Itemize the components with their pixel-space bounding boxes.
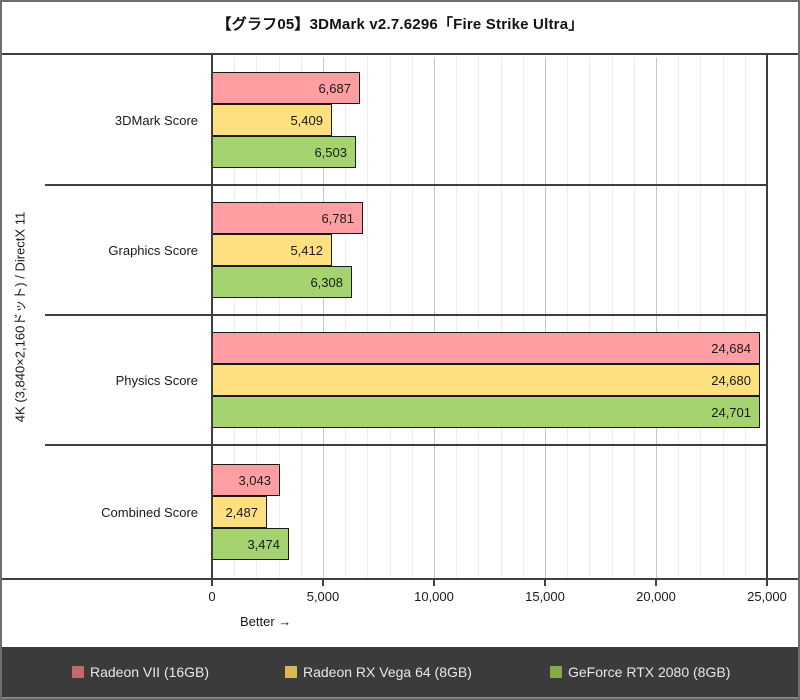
axis-tick xyxy=(322,579,324,586)
x-axis-line xyxy=(2,578,798,580)
bar-value-label: 6,781 xyxy=(321,210,354,226)
gridline-minor xyxy=(345,57,347,579)
bar-radeon-rx-vega-64-8gb-: 5,412 xyxy=(212,234,332,266)
gridline-minor xyxy=(367,57,369,579)
legend-label: GeForce RTX 2080 (8GB) xyxy=(568,664,731,680)
legend: Radeon VII (16GB) Radeon RX Vega 64 (8GB)… xyxy=(2,647,798,697)
bar-radeon-rx-vega-64-8gb-: 5,409 xyxy=(212,104,332,136)
axis-tick-label: 10,000 xyxy=(414,589,454,604)
bar-radeon-vii-16gb-: 24,684 xyxy=(212,332,760,364)
gridline-minor xyxy=(744,57,746,579)
category-label: 3DMark Score xyxy=(114,112,198,128)
gridline-minor xyxy=(234,57,236,579)
axis-tick xyxy=(211,579,213,586)
gridline-major xyxy=(434,57,435,579)
gridline-minor xyxy=(589,57,591,579)
gridline-major xyxy=(656,57,657,579)
legend-label: Radeon VII (16GB) xyxy=(90,664,210,680)
gridline-minor xyxy=(700,57,702,579)
bar-value-label: 6,503 xyxy=(314,144,347,160)
axis-tick xyxy=(433,579,435,586)
category-separator xyxy=(45,184,767,186)
bar-value-label: 2,487 xyxy=(225,504,258,520)
gridline-minor xyxy=(478,57,480,579)
bar-radeon-vii-16gb-: 6,781 xyxy=(212,202,363,234)
plot-top-border xyxy=(2,53,798,55)
legend-color-swatch-icon xyxy=(550,666,562,678)
gridline-minor xyxy=(278,57,280,579)
gridline-minor xyxy=(411,57,413,579)
y-axis-line xyxy=(211,53,213,579)
gridline-major xyxy=(545,57,546,579)
gridline-minor xyxy=(256,57,258,579)
gridline-minor xyxy=(678,57,680,579)
legend-item: Radeon RX Vega 64 (8GB) xyxy=(285,647,472,697)
bar-geforce-rtx-2080-8gb-: 24,701 xyxy=(212,396,760,428)
category-separator xyxy=(45,444,767,446)
axis-tick-label: 15,000 xyxy=(525,589,565,604)
gridline-minor xyxy=(722,57,724,579)
bar-radeon-vii-16gb-: 6,687 xyxy=(212,72,360,104)
bar-value-label: 24,680 xyxy=(711,372,751,388)
chart-title: 【グラフ05】3DMark v2.7.6296「Fire Strike Ultr… xyxy=(216,16,584,33)
axis-tick-label: 20,000 xyxy=(636,589,676,604)
bar-value-label: 5,412 xyxy=(290,242,323,258)
axis-tick xyxy=(766,579,768,586)
better-label: Better → xyxy=(240,614,292,629)
y-axis-label: 4K (3,840×2,160ドット) / DirectX 11 xyxy=(12,211,28,423)
bar-value-label: 5,409 xyxy=(290,112,323,128)
bar-value-label: 24,684 xyxy=(711,340,751,356)
legend-label: Radeon RX Vega 64 (8GB) xyxy=(303,664,472,680)
gridline-minor xyxy=(300,57,302,579)
axis-tick xyxy=(544,579,546,586)
bar-geforce-rtx-2080-8gb-: 3,474 xyxy=(212,528,289,560)
plot-right-border xyxy=(766,53,768,579)
bar-radeon-rx-vega-64-8gb-: 2,487 xyxy=(212,496,267,528)
bar-geforce-rtx-2080-8gb-: 6,503 xyxy=(212,136,356,168)
gridline-minor xyxy=(522,57,524,579)
bar-value-label: 24,701 xyxy=(711,404,751,420)
gridline-minor xyxy=(389,57,391,579)
gridline-minor xyxy=(611,57,613,579)
legend-item: Radeon VII (16GB) xyxy=(72,647,209,697)
legend-color-swatch-icon xyxy=(72,666,84,678)
bar-geforce-rtx-2080-8gb-: 6,308 xyxy=(212,266,352,298)
bar-value-label: 6,687 xyxy=(318,80,351,96)
axis-tick-label: 25,000 xyxy=(747,589,787,604)
bar-radeon-rx-vega-64-8gb-: 24,680 xyxy=(212,364,760,396)
bar-value-label: 3,474 xyxy=(247,536,280,552)
gridline-minor xyxy=(456,57,458,579)
legend-item: GeForce RTX 2080 (8GB) xyxy=(550,647,730,697)
gridline-minor xyxy=(567,57,569,579)
gridline-major xyxy=(323,57,324,579)
legend-color-swatch-icon xyxy=(285,666,297,678)
bar-value-label: 6,308 xyxy=(310,274,343,290)
axis-tick xyxy=(655,579,657,586)
category-label: Physics Score xyxy=(115,372,198,388)
category-label: Graphics Score xyxy=(108,242,198,258)
bar-value-label: 3,043 xyxy=(238,472,271,488)
gridline-minor xyxy=(500,57,502,579)
axis-tick-label: 5,000 xyxy=(306,589,340,604)
category-label: Combined Score xyxy=(101,504,198,520)
gridline-minor xyxy=(633,57,635,579)
category-separator xyxy=(45,314,767,316)
legend-bottom-strip xyxy=(2,697,798,698)
axis-tick-label: 0 xyxy=(208,589,216,604)
bar-radeon-vii-16gb-: 3,043 xyxy=(212,464,280,496)
